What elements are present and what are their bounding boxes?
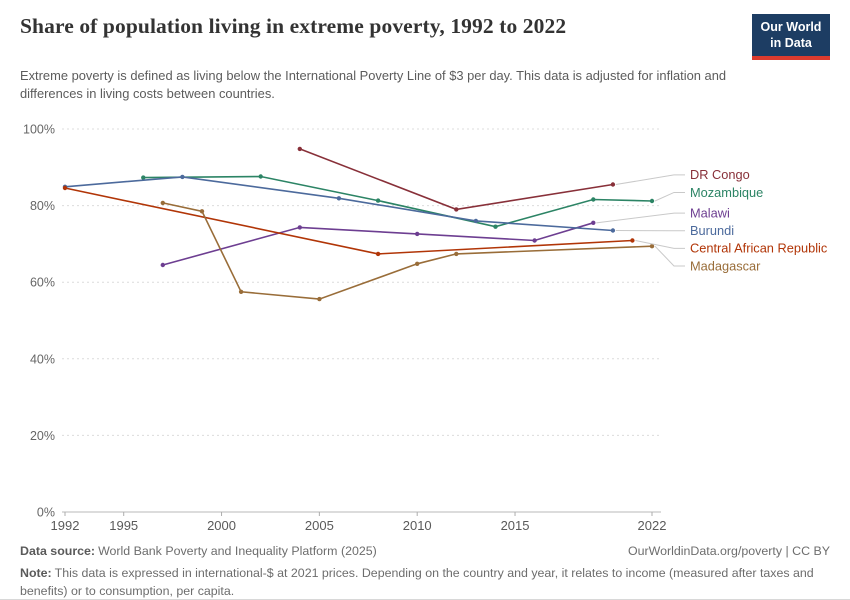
label-connector	[654, 192, 685, 202]
data-point-madagascar[interactable]	[160, 200, 165, 206]
series-line-burundi[interactable]	[64, 176, 613, 232]
data-point-central-african-republic[interactable]	[375, 251, 381, 257]
label-connector	[615, 174, 685, 186]
series-line-madagascar[interactable]	[162, 202, 653, 301]
data-point-central-african-republic[interactable]	[62, 185, 68, 191]
data-point-madagascar[interactable]	[199, 209, 205, 214]
data-point-mozambique[interactable]	[141, 175, 146, 180]
page-title: Share of population living in extreme po…	[20, 14, 567, 38]
y-tick-label: 20%	[30, 429, 55, 443]
y-tick-label: 40%	[30, 352, 55, 366]
data-point-dr-congo[interactable]	[610, 182, 616, 187]
data-point-malawi[interactable]	[297, 225, 302, 230]
owid-logo-line2: in Data	[770, 36, 812, 51]
series-label-dr-congo[interactable]: DR Congo	[690, 167, 750, 182]
y-tick-label: 100%	[23, 123, 55, 137]
x-tick-label: 2000	[207, 518, 236, 533]
series-label-mozambique[interactable]: Mozambique	[690, 185, 763, 200]
data-point-malawi[interactable]	[160, 262, 165, 268]
data-point-burundi[interactable]	[180, 174, 185, 180]
poverty-chart[interactable]: 0% 20% 40% 60% 80% 100% 1992 1995 2000 2005 2010 20…	[0, 109, 850, 539]
series-label-malawi[interactable]: Malawi	[690, 206, 730, 221]
data-point-madagascar[interactable]	[454, 251, 459, 257]
label-connector	[596, 212, 685, 224]
owid-logo[interactable]: Our World in Data	[752, 14, 830, 60]
data-point-burundi[interactable]	[336, 196, 342, 201]
footer-note-label: Note:	[20, 566, 52, 581]
data-point-mozambique[interactable]	[258, 174, 263, 179]
series-line-mozambique[interactable]	[143, 175, 653, 228]
data-point-burundi[interactable]	[473, 218, 479, 224]
series-label-central-african-republic[interactable]: Central African Republic	[690, 241, 828, 256]
series-label-madagascar[interactable]: Madagascar	[690, 258, 761, 273]
footer-note: Note: This data is expressed in internati…	[20, 565, 830, 599]
label-connector	[654, 245, 685, 267]
y-tick-label: 80%	[30, 199, 55, 213]
footer: Data source: World Bank Poverty and Inequ…	[0, 539, 850, 599]
x-tick-label: 1995	[109, 518, 138, 533]
data-point-madagascar[interactable]	[238, 289, 244, 295]
data-source: Data source: World Bank Poverty and Inequ…	[20, 543, 377, 560]
data-point-dr-congo[interactable]	[454, 207, 459, 212]
footer-note-text: This data is expressed in international-…	[20, 566, 814, 598]
data-source-text: World Bank Poverty and Inequality Platfo…	[98, 544, 377, 559]
data-point-central-african-republic[interactable]	[630, 238, 635, 243]
data-point-madagascar[interactable]	[649, 244, 655, 249]
owid-logo-line1: Our World	[760, 20, 822, 34]
x-tick-label: 2022	[638, 518, 667, 533]
footer-link[interactable]: OurWorldinData.org/poverty | CC BY	[627, 544, 830, 559]
x-tick-label: 2015	[501, 518, 530, 533]
x-tick-label: 2005	[305, 518, 334, 533]
data-point-madagascar[interactable]	[317, 297, 322, 302]
y-tick-label: 60%	[30, 276, 55, 290]
data-source-label: Data source:	[20, 544, 96, 559]
series-line-central-african-republic[interactable]	[64, 187, 633, 255]
data-point-malawi[interactable]	[532, 238, 537, 243]
label-connector	[635, 240, 685, 249]
data-point-madagascar[interactable]	[415, 261, 420, 267]
data-point-mozambique[interactable]	[493, 224, 498, 230]
series-line-malawi[interactable]	[162, 222, 594, 266]
data-point-mozambique[interactable]	[591, 197, 596, 202]
data-point-malawi[interactable]	[415, 231, 420, 237]
data-point-malawi[interactable]	[591, 220, 596, 226]
data-point-mozambique[interactable]	[649, 198, 655, 204]
x-tick-label: 1992	[51, 518, 80, 533]
series-label-burundi[interactable]: Burundi	[690, 223, 734, 238]
x-tick-label: 2010	[403, 518, 432, 533]
data-point-mozambique[interactable]	[375, 198, 381, 203]
data-point-dr-congo[interactable]	[297, 146, 302, 152]
chart-subtitle: Extreme poverty is defined as living bel…	[20, 67, 727, 101]
header: Share of population living in extreme po…	[0, 0, 850, 103]
data-point-burundi[interactable]	[610, 228, 616, 233]
y-tick-label: 0%	[37, 506, 55, 520]
